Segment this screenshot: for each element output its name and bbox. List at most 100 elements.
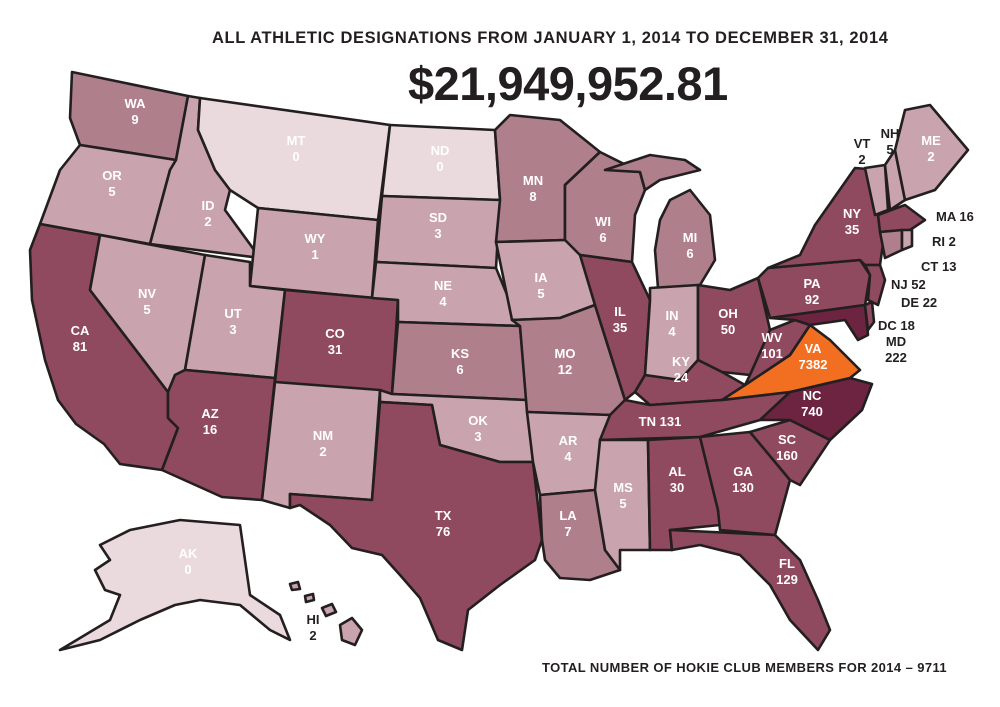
state-SC[interactable] — [748, 418, 832, 487]
label-MI-code: MI — [683, 230, 697, 245]
label-IN: IN 4 — [666, 308, 679, 339]
ext-label-MD-value: 222 — [885, 350, 907, 365]
state-WI[interactable] — [563, 150, 647, 264]
label-KY: KY 24 — [672, 354, 690, 385]
ext-label-DE: DE 22 — [901, 295, 937, 310]
label-VA: VA 7382 — [799, 341, 828, 372]
state-AZ[interactable] — [160, 368, 277, 502]
label-CA: CA 81 — [71, 323, 90, 354]
ext-label-VT-code: VT — [854, 136, 871, 151]
label-SC: SC 160 — [776, 432, 798, 463]
label-CA-code: CA — [71, 323, 90, 338]
label-TN: TN 131 — [639, 414, 682, 429]
hi-island-2 — [320, 602, 338, 618]
label-AZ-code: AZ — [201, 406, 218, 421]
ext-label-RI-code: RI — [932, 234, 945, 249]
ext-label-DC: DC 18 — [878, 318, 915, 333]
label-CA-value: 81 — [73, 339, 87, 354]
label-UT-value: 3 — [229, 322, 236, 337]
ext-label-NH-value: 5 — [886, 142, 893, 157]
label-IA-value: 5 — [537, 286, 544, 301]
label-WY: WY 1 — [305, 231, 326, 262]
label-LA-code: LA — [559, 508, 577, 523]
label-OH-code: OH — [718, 306, 738, 321]
label-NY-value: 35 — [845, 222, 859, 237]
label-NC: NC 740 — [801, 388, 823, 419]
label-NM-code: NM — [313, 428, 333, 443]
label-AZ: AZ 16 — [201, 406, 218, 437]
label-SD-value: 3 — [434, 226, 441, 241]
ext-label-CT: CT 13 — [921, 259, 956, 274]
footer-note: TOTAL NUMBER OF HOKIE CLUB MEMBERS FOR 2… — [542, 660, 948, 675]
label-IL-code: IL — [614, 304, 626, 319]
ext-label-MA: MA 16 — [936, 209, 974, 224]
label-SD: SD 3 — [429, 210, 447, 241]
state-MI[interactable] — [603, 153, 717, 290]
hi-island-4 — [288, 580, 302, 592]
label-ND: ND 0 — [431, 143, 450, 174]
ext-label-VT-value: 2 — [858, 152, 865, 167]
label-WI-code: WI — [595, 214, 611, 229]
label-MN-value: 8 — [529, 189, 536, 204]
label-OK: OK 3 — [468, 413, 488, 444]
label-NE: NE 4 — [434, 278, 452, 309]
label-VA-code: VA — [804, 341, 822, 356]
total-amount: $21,949,952.81 — [408, 57, 728, 110]
label-MS-code: MS — [613, 480, 633, 495]
label-WV: WV 101 — [761, 330, 783, 361]
state-RI[interactable] — [900, 228, 914, 252]
label-LA-value: 7 — [564, 524, 571, 539]
label-ID-value: 2 — [204, 214, 211, 229]
label-UT-code: UT — [224, 306, 241, 321]
state-TX[interactable] — [288, 400, 544, 652]
state-MA[interactable] — [876, 203, 927, 234]
state-DE[interactable] — [863, 300, 876, 332]
label-MI: MI 6 — [683, 230, 697, 261]
label-GA-value: 130 — [732, 480, 754, 495]
state-KS[interactable] — [390, 320, 529, 402]
header-title: ALL ATHLETIC DESIGNATIONS FROM JANUARY 1… — [212, 29, 889, 47]
label-WY-code: WY — [305, 231, 326, 246]
label-VA-value: 7382 — [799, 357, 828, 372]
label-SC-value: 160 — [776, 448, 798, 463]
hi-island-3 — [303, 592, 316, 604]
label-KS-code: KS — [451, 346, 469, 361]
label-LA: LA 7 — [559, 508, 577, 539]
label-KY-value: 24 — [674, 370, 689, 385]
state-FL[interactable] — [668, 528, 832, 652]
ext-label-CT-value: 13 — [942, 259, 956, 274]
label-PA-value: 92 — [805, 292, 819, 307]
state-CT[interactable] — [878, 228, 904, 260]
ext-label-CT-code: CT — [921, 259, 938, 274]
state-AK[interactable] — [58, 518, 292, 652]
ext-label-MD: MD 222 — [885, 334, 907, 365]
label-WV-value: 101 — [761, 346, 783, 361]
label-NY-code: NY — [843, 206, 861, 221]
label-OH-value: 50 — [721, 322, 735, 337]
label-ID-code: ID — [202, 198, 215, 213]
label-OR: OR 5 — [102, 168, 122, 199]
label-IL-value: 35 — [613, 320, 627, 335]
label-WV-code: WV — [762, 330, 783, 345]
label-MO-code: MO — [555, 346, 576, 361]
label-NE-value: 4 — [439, 294, 447, 309]
label-NV-code: NV — [138, 286, 156, 301]
label-WA-value: 9 — [131, 112, 138, 127]
label-NC-code: NC — [803, 388, 822, 403]
state-NJ[interactable] — [863, 263, 887, 307]
label-AL-code: AL — [668, 464, 685, 479]
ext-label-MA-code: MA — [936, 209, 957, 224]
label-TX-value: 76 — [436, 524, 450, 539]
label-TX: TX 76 — [435, 508, 452, 539]
label-WY-value: 1 — [311, 247, 318, 262]
label-NV: NV 5 — [138, 286, 156, 317]
label-FL: FL 129 — [776, 556, 798, 587]
label-GA-code: GA — [733, 464, 753, 479]
state-HI[interactable] — [338, 616, 364, 647]
state-ME[interactable] — [893, 103, 970, 202]
label-NM: NM 2 — [313, 428, 333, 459]
label-MT-code: MT — [287, 133, 306, 148]
label-KS: KS 6 — [451, 346, 469, 377]
label-TN-value: 131 — [660, 414, 682, 429]
